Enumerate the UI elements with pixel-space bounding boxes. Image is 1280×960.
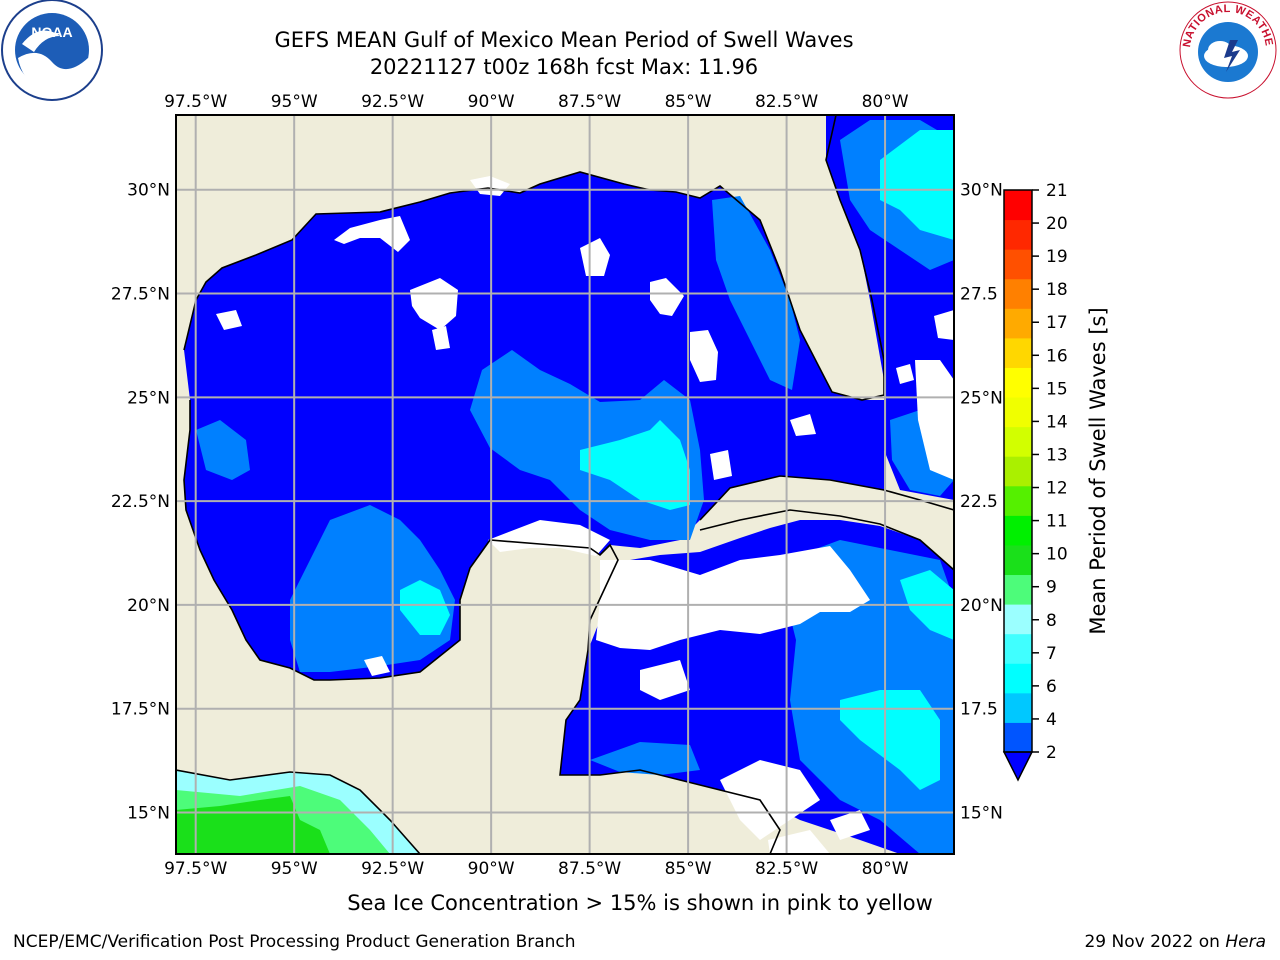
colorbar-segment bbox=[1004, 692, 1032, 723]
lat-tick-label-right: 20°N bbox=[960, 596, 1003, 616]
lat-tick-label-left: 22.5°N bbox=[111, 492, 170, 512]
lat-tick-label-left: 25°N bbox=[127, 388, 170, 408]
lon-tick-label-top: 90°W bbox=[468, 92, 515, 112]
lon-tick-label-bottom: 87.5°W bbox=[558, 859, 621, 879]
run-date-credit: 29 Nov 2022 on Hera bbox=[1084, 932, 1266, 952]
colorbar: 2 4 6 7 8 9 10 11 12 13 14 15 16 17 18 19 20 21 bbox=[1002, 181, 1068, 782]
lat-tick-label-left: 30°N bbox=[127, 181, 170, 201]
lat-tick-label-right: 15°N bbox=[960, 803, 1003, 823]
lat-tick-label-right: 30°N bbox=[960, 181, 1003, 201]
colorbar-segment bbox=[1004, 249, 1032, 280]
lon-tick-label-top: 82.5°W bbox=[755, 92, 818, 112]
colorbar-tick-label: 7 bbox=[1046, 644, 1057, 664]
run-machine: Hera bbox=[1225, 932, 1266, 952]
swell-4-6s-regions bbox=[400, 130, 954, 790]
lon-tick-label-top: 97.5°W bbox=[164, 92, 227, 112]
colorbar-tick-label: 17 bbox=[1046, 313, 1068, 333]
colorbar-segment bbox=[1004, 397, 1032, 428]
lat-tick-label-right: 25°N bbox=[960, 388, 1003, 408]
lon-tick-label-bottom: 80°W bbox=[862, 859, 909, 879]
colorbar-label: Mean Period of Swell Waves [s] bbox=[1086, 307, 1110, 635]
graticule bbox=[176, 115, 954, 854]
lon-tick-label-bottom: 85°W bbox=[665, 859, 712, 879]
lon-tick-label-bottom: 92.5°W bbox=[361, 859, 424, 879]
colorbar-segment bbox=[1004, 515, 1032, 546]
colorbar-tick-label: 2 bbox=[1046, 743, 1057, 763]
map-title: GEFS MEAN Gulf of Mexico Mean Period of … bbox=[274, 28, 854, 52]
colorbar-tick-label: 16 bbox=[1046, 346, 1068, 366]
colorbar-segment bbox=[1004, 367, 1032, 398]
colorbar-segment bbox=[1004, 485, 1032, 516]
colorbar-tick-label: 4 bbox=[1046, 710, 1057, 730]
lon-tick-label-top: 87.5°W bbox=[558, 92, 621, 112]
colorbar-tick-label: 14 bbox=[1046, 412, 1068, 432]
colorbar-segment bbox=[1004, 190, 1032, 221]
colorbar-segment bbox=[1004, 574, 1032, 605]
colorbar-segment bbox=[1004, 456, 1032, 487]
colorbar-tick-label: 6 bbox=[1046, 677, 1057, 697]
colorbar-segment bbox=[1004, 663, 1032, 694]
lon-tick-label-top: 95°W bbox=[271, 92, 318, 112]
colorbar-tick-label: 10 bbox=[1046, 545, 1068, 565]
colorbar-tick-label: 21 bbox=[1046, 181, 1068, 201]
lon-tick-label-top: 92.5°W bbox=[361, 92, 424, 112]
run-date: 29 Nov 2022 on bbox=[1084, 932, 1220, 952]
colorbar-tick-label: 9 bbox=[1046, 578, 1057, 598]
colorbar-frame bbox=[1003, 189, 1033, 753]
colorbar-segment bbox=[1004, 278, 1032, 309]
lat-tick-label-left: 20°N bbox=[127, 596, 170, 616]
lat-tick-label-right: 27.5 bbox=[960, 285, 998, 305]
lat-tick-label-left: 17.5°N bbox=[111, 700, 170, 720]
colorbar-segment bbox=[1004, 308, 1032, 339]
producer-credit: NCEP/EMC/Verification Post Processing Pr… bbox=[13, 932, 576, 952]
colorbar-segment bbox=[1004, 426, 1032, 457]
lon-tick-label-top: 80°W bbox=[862, 92, 909, 112]
lon-tick-label-bottom: 97.5°W bbox=[164, 859, 227, 879]
lon-tick-label-bottom: 95°W bbox=[271, 859, 318, 879]
lon-tick-label-top: 85°W bbox=[665, 92, 712, 112]
colorbar-segment bbox=[1004, 722, 1032, 753]
colorbar-tick-label: 18 bbox=[1046, 280, 1068, 300]
colorbar-tick-label: 8 bbox=[1046, 611, 1057, 631]
noaa-logo: NOAA bbox=[1, 0, 103, 101]
colorbar-tick-label: 15 bbox=[1046, 379, 1068, 399]
colorbar-segment bbox=[1004, 337, 1032, 368]
lat-tick-label-left: 15°N bbox=[127, 803, 170, 823]
colorbar-tick-label: 13 bbox=[1046, 445, 1068, 465]
colorbar-tick-label: 12 bbox=[1046, 479, 1068, 499]
map-subtitle: 20221127 t00z 168h fcst Max: 11.96 bbox=[369, 55, 759, 79]
sea-ice-note: Sea Ice Concentration > 15% is shown in … bbox=[347, 891, 933, 915]
lon-tick-label-bottom: 90°W bbox=[468, 859, 515, 879]
lat-tick-label-right: 22.5 bbox=[960, 492, 998, 512]
colorbar-tick-label: 11 bbox=[1046, 512, 1068, 532]
lat-tick-label-left: 27.5°N bbox=[111, 285, 170, 305]
map-frame bbox=[175, 114, 955, 855]
nws-logo: NATIONAL WEATHER SERVICE bbox=[1178, 0, 1277, 99]
colorbar-segment bbox=[1004, 544, 1032, 576]
colorbar-extend-min bbox=[1002, 751, 1034, 782]
colorbar-segment bbox=[1004, 633, 1032, 664]
colorbar-tick-label: 19 bbox=[1046, 247, 1068, 267]
lon-tick-label-bottom: 82.5°W bbox=[755, 859, 818, 879]
lat-tick-label-right: 17.5 bbox=[960, 700, 998, 720]
colorbar-segment bbox=[1004, 219, 1032, 250]
masked-regions bbox=[216, 176, 954, 854]
noaa-logo-text: NOAA bbox=[31, 24, 72, 40]
colorbar-segment bbox=[1004, 604, 1032, 635]
colorbar-tick-label: 20 bbox=[1046, 214, 1068, 234]
